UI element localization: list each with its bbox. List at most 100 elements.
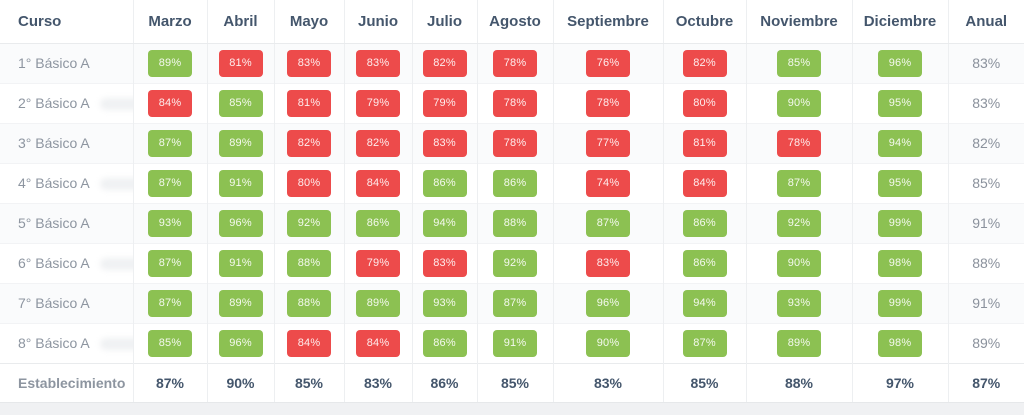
- attendance-badge-green[interactable]: 90%: [777, 249, 821, 277]
- attendance-badge-red[interactable]: 79%: [356, 249, 400, 277]
- attendance-badge-red[interactable]: 81%: [682, 129, 727, 157]
- attendance-badge-red[interactable]: 78%: [777, 129, 821, 157]
- attendance-badge-green[interactable]: 98%: [878, 249, 922, 277]
- attendance-badge-red[interactable]: 83%: [287, 49, 331, 77]
- attendance-badge-green[interactable]: 86%: [356, 209, 400, 237]
- course-name-label: 3° Básico A: [18, 135, 90, 151]
- column-header-abril: Abril: [206, 0, 274, 44]
- attendance-badge-green[interactable]: 88%: [493, 209, 537, 237]
- month-cell-agosto: 88%: [476, 203, 553, 243]
- column-header-curso: Curso: [0, 0, 133, 44]
- attendance-badge-red[interactable]: 84%: [287, 329, 331, 357]
- attendance-badge-red[interactable]: 79%: [356, 89, 400, 117]
- attendance-badge-red[interactable]: 81%: [287, 89, 331, 117]
- attendance-badge-green[interactable]: 89%: [218, 289, 263, 317]
- month-cell-julio: 83%: [411, 123, 477, 163]
- attendance-badge-green[interactable]: 89%: [148, 49, 192, 77]
- attendance-badge-red[interactable]: 84%: [682, 169, 727, 197]
- attendance-badge-red[interactable]: 78%: [493, 129, 537, 157]
- attendance-badge-green[interactable]: 92%: [777, 209, 821, 237]
- month-cell-octubre: 86%: [662, 243, 746, 283]
- month-cell-marzo: 89%: [132, 43, 207, 83]
- attendance-badge-red[interactable]: 77%: [586, 129, 630, 157]
- attendance-badge-green[interactable]: 92%: [287, 209, 331, 237]
- redacted-text: [99, 258, 133, 271]
- attendance-badge-green[interactable]: 96%: [586, 289, 630, 317]
- attendance-badge-green[interactable]: 86%: [493, 169, 537, 197]
- attendance-badge-green[interactable]: 98%: [878, 329, 922, 357]
- attendance-badge-green[interactable]: 93%: [148, 209, 192, 237]
- attendance-badge-red[interactable]: 80%: [287, 169, 331, 197]
- attendance-badge-green[interactable]: 89%: [218, 129, 263, 157]
- attendance-badge-green[interactable]: 94%: [878, 129, 922, 157]
- attendance-badge-green[interactable]: 91%: [218, 249, 263, 277]
- attendance-badge-green[interactable]: 86%: [422, 169, 467, 197]
- attendance-badge-green[interactable]: 89%: [356, 289, 400, 317]
- attendance-badge-green[interactable]: 96%: [218, 329, 263, 357]
- attendance-badge-green[interactable]: 89%: [777, 329, 821, 357]
- attendance-badge-green[interactable]: 87%: [148, 129, 192, 157]
- course-name-label: 4° Básico A: [18, 175, 90, 191]
- attendance-badge-green[interactable]: 85%: [777, 49, 821, 77]
- attendance-badge-red[interactable]: 82%: [682, 49, 727, 77]
- attendance-badge-green[interactable]: 94%: [682, 289, 727, 317]
- attendance-badge-green[interactable]: 99%: [878, 289, 922, 317]
- attendance-badge-red[interactable]: 82%: [287, 129, 331, 157]
- attendance-badge-green[interactable]: 88%: [287, 289, 331, 317]
- attendance-badge-green[interactable]: 86%: [682, 209, 727, 237]
- attendance-badge-green[interactable]: 87%: [586, 209, 630, 237]
- month-cell-septiembre: 83%: [552, 243, 663, 283]
- column-header-junio: Junio: [343, 0, 412, 44]
- footer-row-establecimiento: Establecimiento 87% 90% 85% 83% 86% 85% 83% 85% 8…: [0, 362, 1024, 402]
- attendance-badge-green[interactable]: 91%: [218, 169, 263, 197]
- attendance-badge-red[interactable]: 83%: [356, 49, 400, 77]
- attendance-badge-red[interactable]: 80%: [682, 89, 727, 117]
- attendance-badge-red[interactable]: 84%: [356, 329, 400, 357]
- month-cell-julio: 93%: [411, 283, 477, 323]
- attendance-badge-green[interactable]: 99%: [878, 209, 922, 237]
- attendance-badge-red[interactable]: 79%: [422, 89, 467, 117]
- attendance-badge-green[interactable]: 87%: [682, 329, 727, 357]
- attendance-badge-green[interactable]: 86%: [422, 329, 467, 357]
- attendance-badge-green[interactable]: 88%: [287, 249, 331, 277]
- attendance-badge-green[interactable]: 93%: [777, 289, 821, 317]
- attendance-badge-green[interactable]: 87%: [148, 289, 192, 317]
- attendance-panel: Curso Marzo Abril Mayo Junio Julio Agosto Septi…: [0, 0, 1024, 403]
- course-row: 8° Básico A 85% 96% 84% 84% 86% 91% 90% 87% 89% 98…: [0, 323, 1024, 363]
- month-cell-junio: 89%: [343, 283, 412, 323]
- attendance-badge-red[interactable]: 78%: [586, 89, 630, 117]
- attendance-badge-red[interactable]: 76%: [586, 49, 630, 77]
- attendance-badge-red[interactable]: 82%: [356, 129, 400, 157]
- attendance-badge-green[interactable]: 85%: [148, 329, 192, 357]
- attendance-badge-red[interactable]: 81%: [218, 49, 263, 77]
- attendance-badge-green[interactable]: 96%: [218, 209, 263, 237]
- attendance-badge-green[interactable]: 94%: [422, 209, 467, 237]
- attendance-badge-red[interactable]: 83%: [586, 249, 630, 277]
- attendance-badge-green[interactable]: 91%: [493, 329, 537, 357]
- attendance-badge-green[interactable]: 95%: [878, 169, 922, 197]
- attendance-badge-green[interactable]: 92%: [493, 249, 537, 277]
- attendance-badge-green[interactable]: 96%: [878, 49, 922, 77]
- attendance-badge-green[interactable]: 90%: [777, 89, 821, 117]
- course-name-cell: 2° Básico A: [0, 83, 133, 123]
- attendance-badge-green[interactable]: 90%: [586, 329, 630, 357]
- attendance-badge-green[interactable]: 85%: [218, 89, 263, 117]
- attendance-badge-green[interactable]: 87%: [777, 169, 821, 197]
- attendance-badge-red[interactable]: 78%: [493, 49, 537, 77]
- attendance-badge-red[interactable]: 83%: [422, 249, 467, 277]
- attendance-badge-green[interactable]: 87%: [493, 289, 537, 317]
- attendance-badge-red[interactable]: 83%: [422, 129, 467, 157]
- attendance-badge-green[interactable]: 86%: [682, 249, 727, 277]
- month-cell-agosto: 78%: [476, 83, 553, 123]
- attendance-badge-green[interactable]: 95%: [878, 89, 922, 117]
- attendance-badge-green[interactable]: 87%: [148, 169, 192, 197]
- attendance-badge-green[interactable]: 87%: [148, 249, 192, 277]
- attendance-badge-red[interactable]: 84%: [148, 89, 192, 117]
- attendance-badge-red[interactable]: 74%: [586, 169, 630, 197]
- attendance-badge-red[interactable]: 78%: [493, 89, 537, 117]
- attendance-badge-green[interactable]: 93%: [422, 289, 467, 317]
- attendance-badge-red[interactable]: 82%: [422, 49, 467, 77]
- month-cell-noviembre: 85%: [745, 43, 852, 83]
- attendance-badge-red[interactable]: 84%: [356, 169, 400, 197]
- month-cell-junio: 83%: [343, 43, 412, 83]
